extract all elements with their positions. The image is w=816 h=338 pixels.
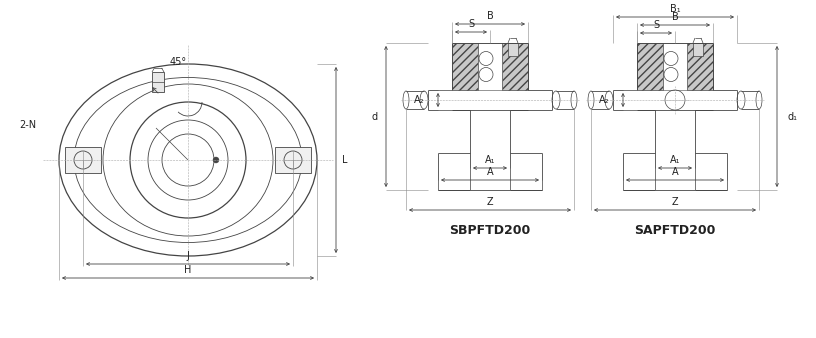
Bar [508, 43, 518, 56]
Ellipse shape [756, 91, 762, 109]
Text: Z: Z [672, 197, 678, 207]
Bar [275, 147, 311, 173]
Bar [478, 43, 502, 90]
Ellipse shape [552, 91, 560, 109]
Text: B₁: B₁ [670, 4, 681, 14]
Bar [693, 43, 703, 56]
Text: A: A [486, 167, 494, 177]
Text: d₁: d₁ [787, 112, 797, 121]
Text: Z: Z [486, 197, 494, 207]
Ellipse shape [403, 91, 409, 109]
Bar [663, 43, 687, 90]
Text: B: B [486, 11, 494, 21]
Bar [65, 147, 101, 173]
Text: A₁: A₁ [670, 155, 681, 165]
Text: SAPFTD200: SAPFTD200 [634, 223, 716, 237]
Text: H: H [184, 265, 192, 275]
Bar [637, 43, 663, 90]
Text: A₂: A₂ [598, 95, 609, 105]
Text: 45°: 45° [170, 57, 187, 67]
Text: d: d [372, 112, 378, 121]
Circle shape [213, 157, 219, 163]
Text: L: L [342, 155, 348, 165]
Text: A₁: A₁ [485, 155, 495, 165]
Ellipse shape [571, 91, 577, 109]
Text: 2-N: 2-N [20, 120, 37, 130]
Ellipse shape [588, 91, 594, 109]
Bar [502, 43, 528, 90]
Text: S: S [468, 19, 474, 29]
Text: J: J [187, 251, 189, 261]
Ellipse shape [420, 91, 428, 109]
Text: SBPFTD200: SBPFTD200 [450, 223, 530, 237]
Text: B: B [672, 12, 678, 22]
Bar [152, 72, 164, 92]
Text: S: S [653, 20, 659, 30]
Text: A: A [672, 167, 678, 177]
Bar [452, 43, 478, 90]
Ellipse shape [605, 91, 613, 109]
Ellipse shape [737, 91, 745, 109]
Text: A₂: A₂ [414, 95, 424, 105]
Bar [687, 43, 713, 90]
